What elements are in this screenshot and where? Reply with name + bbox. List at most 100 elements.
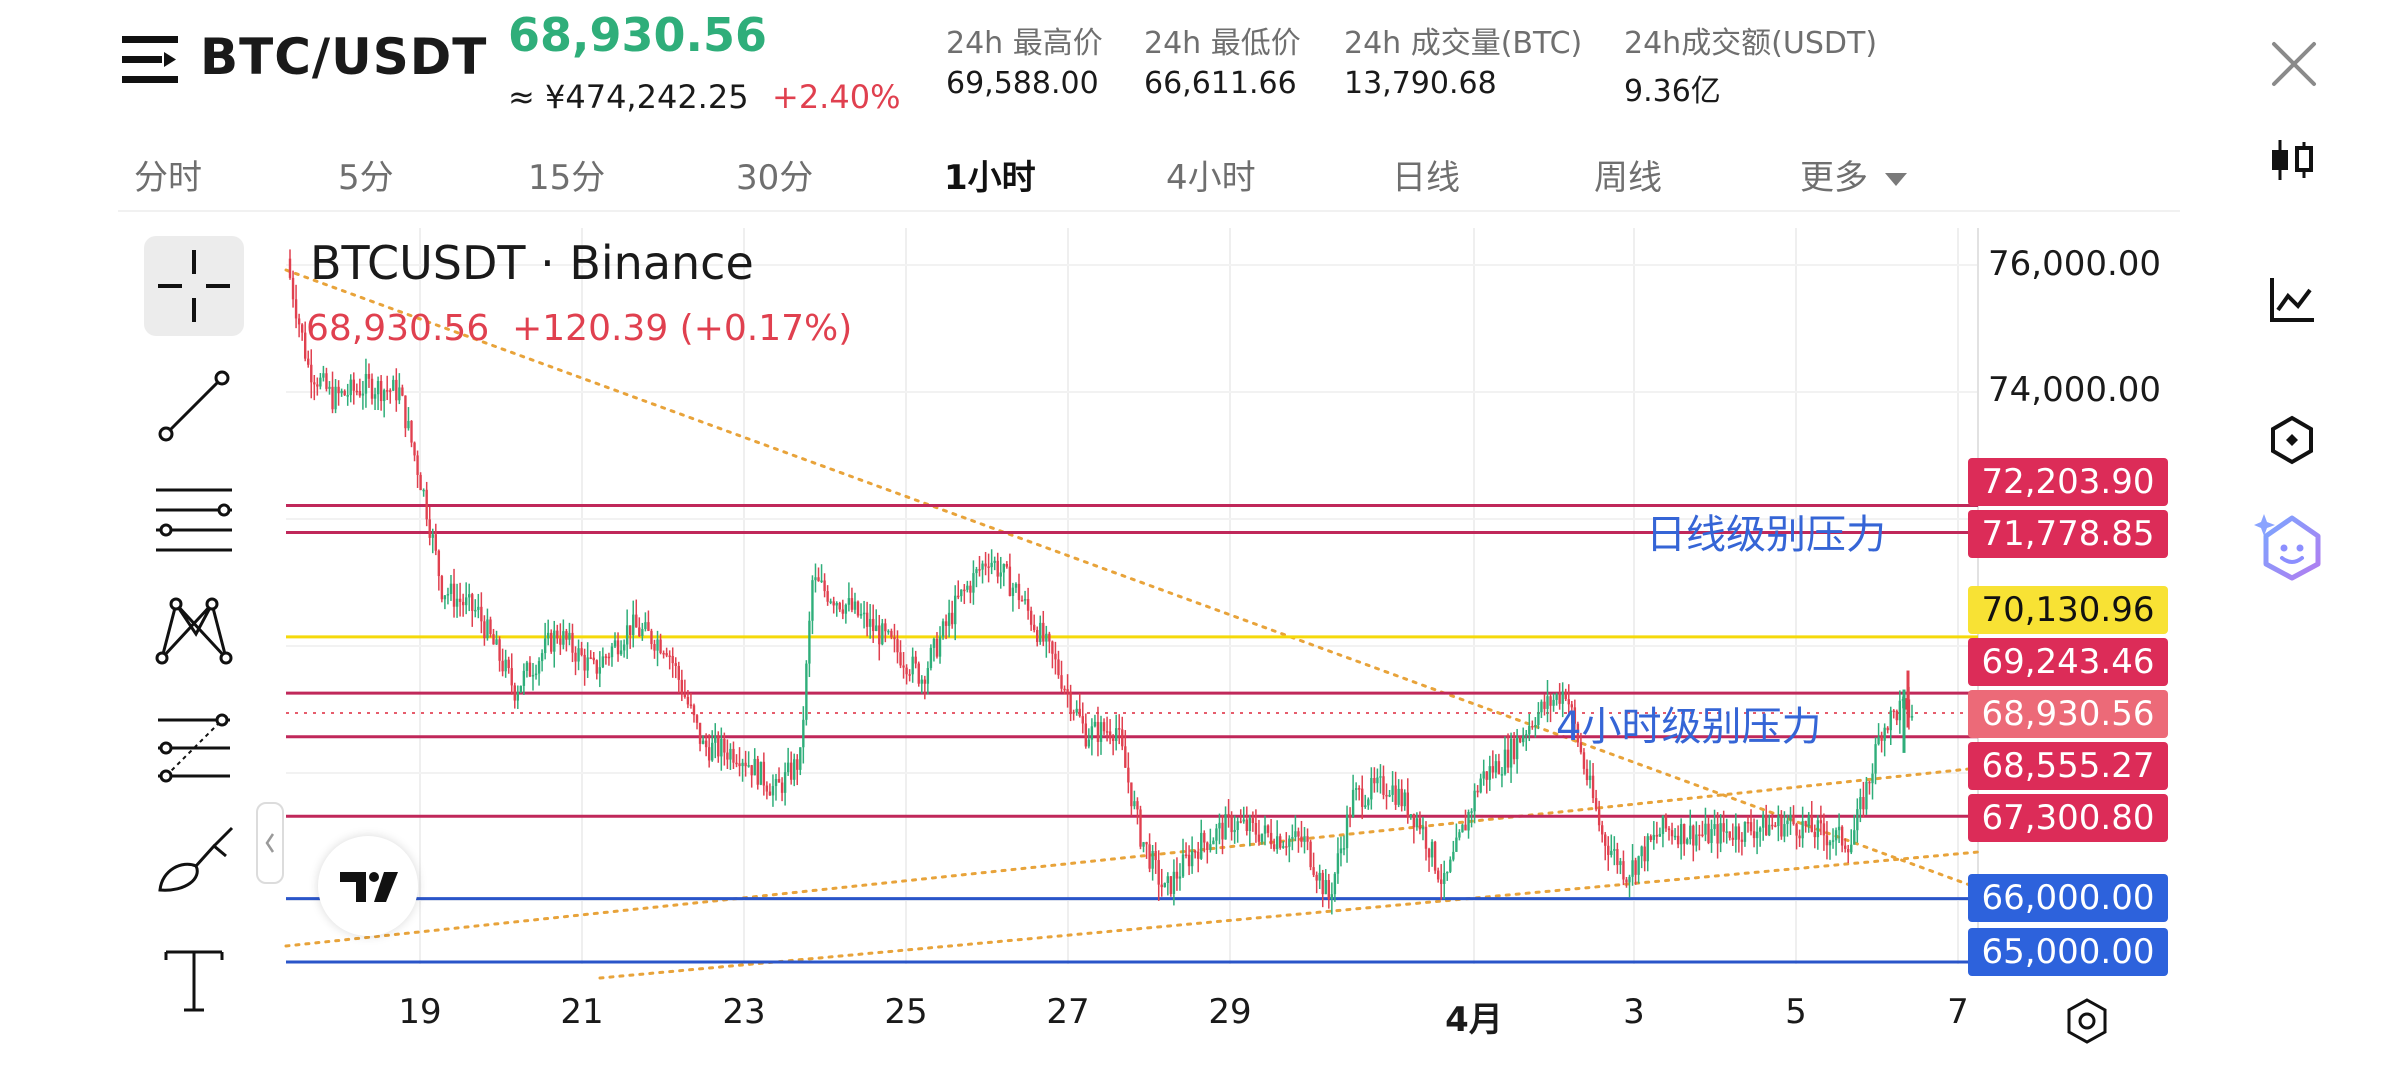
candle-body xyxy=(774,778,778,787)
candle-body xyxy=(987,566,990,568)
candle-body xyxy=(477,606,480,610)
candle-body xyxy=(1206,842,1209,850)
x-tick: 25 xyxy=(884,992,928,1032)
candle-body xyxy=(1649,836,1652,840)
candle-body xyxy=(1254,822,1258,835)
candle-body xyxy=(1847,848,1850,853)
candle-body xyxy=(1026,599,1030,611)
candle-body xyxy=(1865,781,1868,810)
candle-body xyxy=(984,563,987,567)
candle-body xyxy=(838,602,841,610)
candle-body xyxy=(480,606,483,622)
candle-body xyxy=(777,778,781,783)
trendline-icon[interactable] xyxy=(152,364,236,448)
crosshair-tool[interactable] xyxy=(144,236,244,336)
candle-body xyxy=(1874,744,1877,774)
candle-body xyxy=(1032,624,1036,631)
toolbar-collapse-handle[interactable] xyxy=(256,802,284,884)
brush-icon[interactable] xyxy=(152,816,236,900)
candle-body xyxy=(698,722,702,744)
candle-body xyxy=(492,634,495,645)
candle-body xyxy=(1200,832,1203,859)
candle-body xyxy=(1105,731,1109,733)
tab-daily[interactable]: 日线 xyxy=(1392,158,1460,198)
candle-body xyxy=(972,573,975,593)
candle-body xyxy=(802,719,805,748)
candle-body xyxy=(1470,811,1473,813)
candle-body xyxy=(1443,872,1446,884)
tab-30m[interactable]: 30分 xyxy=(736,158,814,198)
candle-body xyxy=(1409,814,1413,817)
close-icon[interactable] xyxy=(2266,36,2322,92)
text-icon[interactable] xyxy=(152,938,236,1022)
candle-body xyxy=(1048,633,1051,642)
tab-15m[interactable]: 15分 xyxy=(528,158,606,198)
candle-body xyxy=(1330,894,1334,900)
candle-body xyxy=(1567,699,1570,705)
candle-body xyxy=(1570,704,1574,708)
candle-body xyxy=(1224,814,1227,840)
candle-body xyxy=(1412,814,1416,828)
candle-body xyxy=(1646,836,1649,862)
axis-settings-icon[interactable] xyxy=(2062,996,2112,1046)
candle-body xyxy=(759,761,763,785)
candle-body xyxy=(1771,824,1774,827)
candle-body xyxy=(1354,788,1358,790)
ai-assistant-icon[interactable] xyxy=(2254,508,2330,584)
symbol-title[interactable]: BTC/USDT xyxy=(200,28,488,86)
tab-1h[interactable]: 1小时 xyxy=(944,158,1036,198)
candle-body xyxy=(726,752,729,760)
candle-body xyxy=(1758,827,1762,832)
candlestick-icon[interactable] xyxy=(2264,132,2320,188)
candle-body xyxy=(1036,630,1039,642)
candle-body xyxy=(404,395,407,429)
tab-more[interactable]: 更多 xyxy=(1800,150,1907,199)
candle-body xyxy=(458,598,462,602)
candle-body xyxy=(723,738,726,753)
indicator-chart-icon[interactable] xyxy=(2264,272,2320,328)
candle-body xyxy=(1370,777,1373,800)
candle-body xyxy=(1701,834,1704,836)
candle-body xyxy=(1245,819,1248,831)
candle-body xyxy=(1834,830,1838,841)
candle-body xyxy=(1728,831,1731,838)
candle-body xyxy=(1558,694,1561,704)
candle-body xyxy=(1831,840,1835,842)
candle-body xyxy=(1616,849,1619,866)
candle-body xyxy=(1801,821,1804,839)
candle-body xyxy=(960,589,963,597)
candle-body xyxy=(1828,841,1832,846)
tab-5m[interactable]: 5分 xyxy=(338,158,394,198)
candle-body xyxy=(1652,834,1656,840)
candle-body xyxy=(1142,842,1145,847)
candle-body xyxy=(382,390,386,402)
candle-body xyxy=(1063,688,1066,691)
candle-body xyxy=(392,379,395,391)
candle-body xyxy=(1740,839,1744,842)
candle-body xyxy=(1324,880,1327,895)
candle-body xyxy=(1892,710,1895,713)
candle-body xyxy=(416,455,419,475)
fib-icon[interactable] xyxy=(152,702,236,786)
candle-body xyxy=(738,763,741,767)
pattern-icon[interactable] xyxy=(152,590,236,674)
candle-body xyxy=(1622,861,1625,880)
candle-body xyxy=(1628,876,1631,883)
candle-body xyxy=(1843,845,1847,849)
candle-body xyxy=(1585,768,1589,781)
candle-body xyxy=(322,373,325,378)
menu-icon[interactable] xyxy=(122,36,178,84)
parallel-lines-icon[interactable] xyxy=(152,478,236,562)
candle-body xyxy=(522,670,526,686)
candle-body xyxy=(1543,701,1546,709)
candle-body xyxy=(483,621,486,639)
candle-body xyxy=(1704,823,1707,835)
tab-timeshare[interactable]: 分时 xyxy=(134,158,202,198)
price-tag-68555: 68,555.27 xyxy=(1968,742,2168,790)
candle-body xyxy=(1248,818,1252,831)
tab-4h[interactable]: 4小时 xyxy=(1166,158,1256,198)
tab-weekly[interactable]: 周线 xyxy=(1594,158,1662,198)
candle-body xyxy=(1880,736,1883,741)
settings-hexagon-icon[interactable] xyxy=(2264,412,2320,468)
